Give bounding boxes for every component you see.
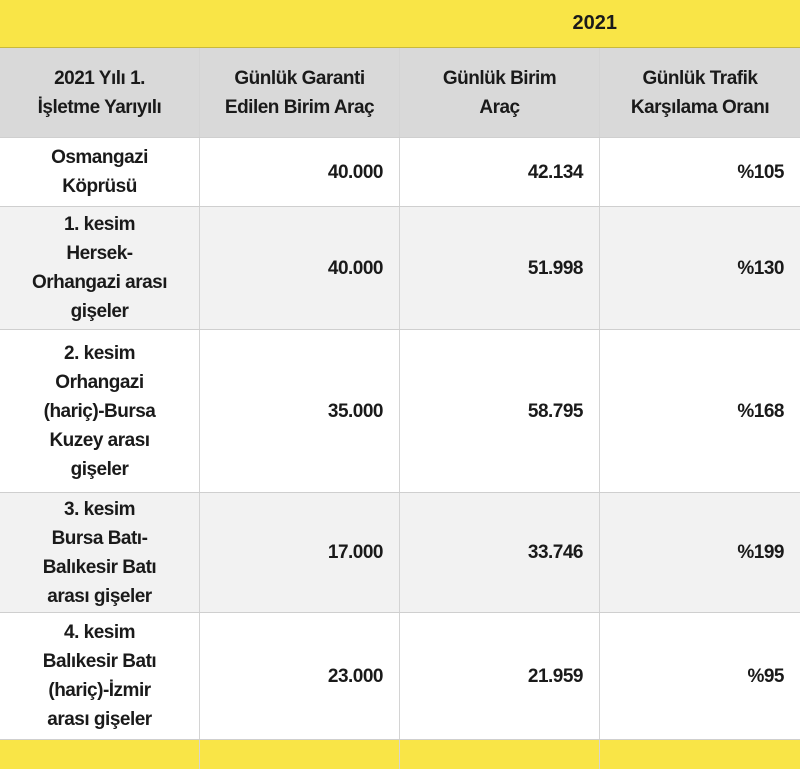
value-cell: %105 (737, 161, 784, 183)
cell-line: (hariç)-Bursa (43, 400, 156, 422)
cell-line: İşletme Yarıyılı (37, 96, 162, 118)
row-label: 1. kesim Hersek- Orhangazi arası gişeler (0, 207, 200, 329)
total-row (0, 740, 800, 769)
total-cell (400, 740, 600, 769)
cell-line: 2. kesim (64, 342, 136, 364)
table-row: 2. kesim Orhangazi (hariç)-Bursa Kuzey aras… (0, 330, 800, 493)
year: 2021 (572, 12, 618, 34)
cell-line: Osmangazi (51, 147, 148, 168)
value-cell: 21.959 (400, 613, 600, 739)
cell-line: Orhangazi arası (31, 272, 168, 293)
table-row: 4. kesim Balıkesir Batı (hariç)-İzmir arası… (0, 613, 800, 740)
cell-line: Orhangazi (55, 371, 144, 393)
row-label: 3. kesim Bursa Batı- Balıkesir Batı arası g… (0, 493, 200, 612)
value-cell: 42.134 (400, 138, 600, 206)
value-cell: 33.746 (400, 493, 600, 612)
cell-line: Kuzey arası (49, 429, 150, 451)
header-cell: Günlük Garanti Edilen Birim Araç (200, 48, 400, 137)
cell-line: Hersek- (66, 243, 133, 264)
cell-line: Günlük Birim (442, 67, 557, 89)
value-cell: 40.000 (200, 138, 400, 206)
cell-line: Bursa Batı- (51, 527, 148, 549)
cell-line: Edilen Birim Araç (224, 96, 375, 118)
value-cell: 58.795 (400, 330, 600, 492)
cell-line: gişeler (70, 458, 129, 480)
total-cell (600, 740, 800, 769)
value-cell: %199 (737, 542, 784, 563)
cell-line: (hariç)-İzmir (48, 680, 151, 701)
value-cell: 35.000 (200, 330, 400, 492)
cell-line: 4. kesim (64, 622, 136, 643)
cell-line: gişeler (70, 301, 129, 322)
table-row: 1. kesim Hersek- Orhangazi arası gişeler 40.… (0, 207, 800, 330)
row-label: 4. kesim Balıkesir Batı (hariç)-İzmir arası… (0, 613, 200, 739)
value-cell: 23.000 (200, 613, 400, 739)
cell-line: Köprüsü (62, 176, 137, 197)
table-row: 3. kesim Bursa Batı- Balıkesir Batı arası g… (0, 493, 800, 613)
row-label: Osmangazi Köprüsü (0, 138, 200, 206)
cell-line: Araç (479, 96, 520, 118)
header-cell: Günlük Birim Araç (400, 48, 600, 137)
value-cell: 51.998 (400, 207, 600, 329)
header-cell: 2021 Yılı 1. İşletme Yarıyılı (0, 48, 200, 137)
cell-line: 1. kesim (64, 214, 136, 235)
value-cell: 17.000 (200, 493, 400, 612)
cell-line: 3. kesim (64, 498, 136, 520)
header-row: 2021 Yılı 1. İşletme Yarıyılı Günlük Garan… (0, 48, 800, 138)
cell-line: Balıkesir Batı (42, 651, 157, 672)
value-cell: %168 (737, 400, 784, 422)
year-row: 2021 (0, 0, 800, 48)
cell-line: 2021 Yılı 1. (54, 67, 145, 89)
cell-line: Balıkesir Batı (42, 556, 157, 578)
cell-line: Karşılama Oranı (630, 96, 770, 118)
value-cell: %95 (747, 665, 784, 687)
header-cell: Günlük Trafik Karşılama Oranı (600, 48, 800, 137)
cell-line: Günlük Garanti (234, 67, 365, 89)
value-cell: 40.000 (200, 207, 400, 329)
value-cell: %130 (737, 257, 784, 279)
total-cell (0, 740, 200, 769)
table-row: Osmangazi Köprüsü 40.000 42.134 %105 (0, 138, 800, 207)
total-cell (200, 740, 400, 769)
cell-line: arası gişeler (47, 585, 152, 607)
cell-line: arası gişeler (47, 709, 152, 730)
row-label: 2. kesim Orhangazi (hariç)-Bursa Kuzey aras… (0, 330, 200, 492)
cell-line: Günlük Trafik (642, 67, 758, 89)
